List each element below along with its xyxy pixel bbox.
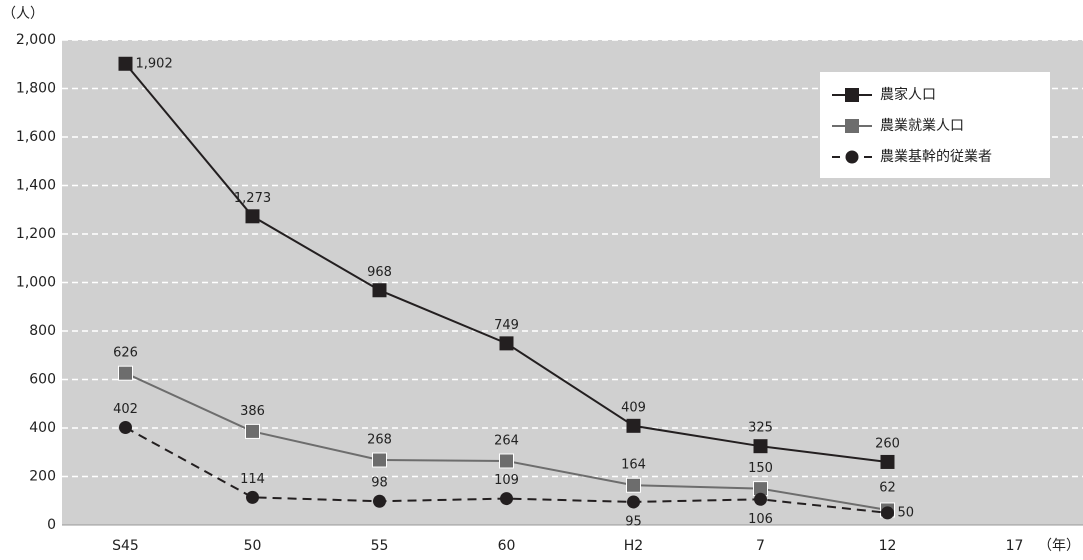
point	[119, 421, 132, 435]
x-tick-label: S45	[112, 538, 139, 554]
point	[373, 494, 386, 508]
point	[626, 477, 641, 493]
data-label: 98	[371, 476, 388, 491]
data-label: 106	[748, 512, 773, 527]
point	[881, 506, 894, 520]
point	[754, 492, 767, 506]
data-label: 50	[898, 505, 915, 520]
data-label: 62	[879, 480, 896, 495]
point	[627, 495, 640, 509]
point	[372, 452, 387, 468]
point	[118, 56, 133, 71]
point	[118, 365, 133, 381]
data-label: 260	[875, 436, 900, 451]
data-label: 109	[494, 473, 519, 488]
data-label: 150	[748, 461, 773, 476]
y-tick-label: 1,400	[16, 178, 56, 194]
data-label: 626	[113, 346, 138, 361]
point	[246, 490, 259, 504]
x-tick-label: 17	[1006, 538, 1024, 554]
y-tick-label: 1,800	[16, 81, 56, 97]
y-tick-label: 800	[29, 323, 56, 339]
point	[245, 423, 260, 439]
x-tick-label: 12	[879, 538, 897, 554]
legend-label: 農業基幹的従業者	[880, 148, 992, 165]
x-tick-label: 7	[756, 538, 765, 554]
y-tick-label: 200	[29, 469, 56, 485]
x-tick-label: 60	[498, 538, 516, 554]
legend-marker	[845, 150, 859, 164]
data-label: 1,273	[234, 191, 271, 206]
y-tick-label: 2,000	[16, 32, 56, 48]
y-tick-label: 1,000	[16, 275, 56, 291]
y-tick-label: 400	[29, 420, 56, 436]
data-label: 402	[113, 402, 138, 417]
x-tick-label: 50	[244, 538, 262, 554]
data-label: 386	[240, 404, 265, 419]
point	[753, 439, 768, 454]
point	[372, 283, 387, 298]
y-tick-label: 1,600	[16, 129, 56, 145]
x-axis-label: （年）	[1038, 538, 1080, 554]
y-tick-label: 0	[47, 517, 56, 533]
data-label: 1,902	[136, 56, 173, 71]
data-label: 409	[621, 400, 646, 415]
point	[499, 336, 514, 351]
y-tick-label: 600	[29, 372, 56, 388]
data-label: 114	[240, 472, 265, 487]
data-label: 749	[494, 318, 519, 333]
point	[626, 418, 641, 433]
legend-marker	[845, 88, 859, 102]
point	[245, 209, 260, 224]
point	[499, 453, 514, 469]
x-tick-label: 55	[371, 538, 389, 554]
data-label: 95	[625, 514, 642, 529]
x-tick-label: H2	[624, 538, 643, 554]
data-label: 264	[494, 433, 519, 448]
y-tick-label: 1,200	[16, 226, 56, 242]
data-label: 325	[748, 421, 773, 436]
legend-marker	[845, 119, 859, 133]
data-label: 968	[367, 265, 392, 280]
data-label: 268	[367, 433, 392, 448]
point	[880, 454, 895, 469]
legend-label: 農家人口	[880, 86, 936, 103]
legend-label: 農業就業人口	[880, 118, 964, 134]
point	[500, 492, 513, 506]
y-axis-label: （人）	[2, 6, 44, 22]
data-label: 164	[621, 458, 646, 473]
